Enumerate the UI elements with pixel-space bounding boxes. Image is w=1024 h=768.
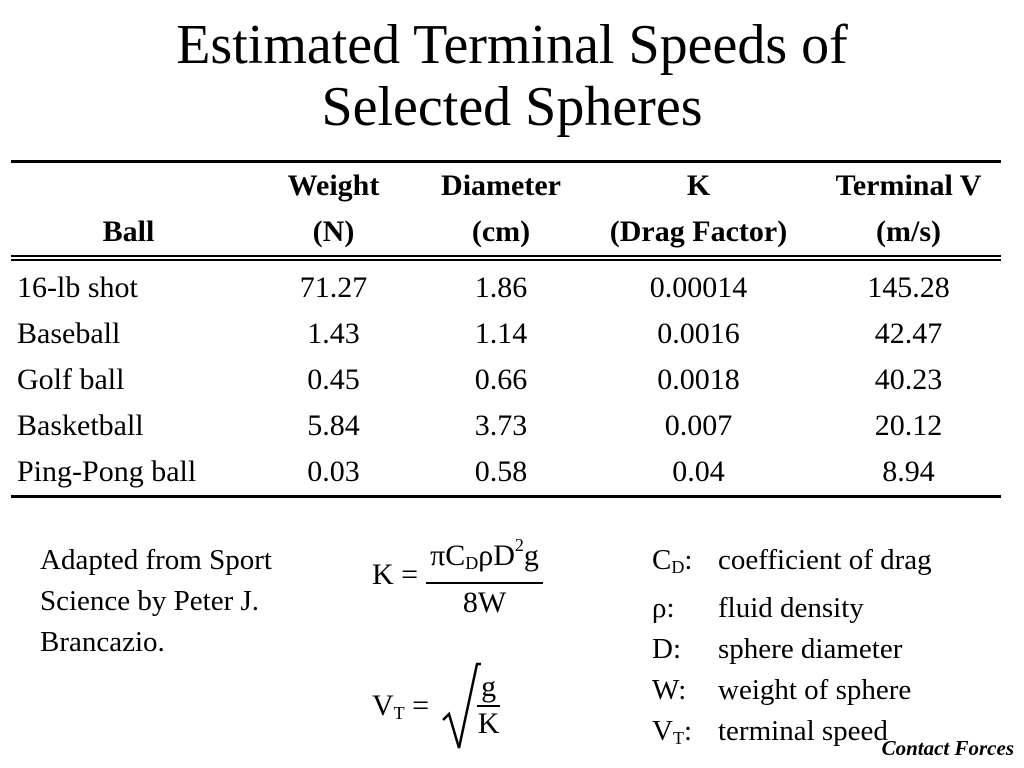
table-row: Basketball 5.84 3.73 0.007 20.12: [11, 403, 1001, 449]
header-diameter: Diameter (cm): [421, 160, 581, 261]
cell-ball: Golf ball: [17, 363, 125, 396]
cell-k: 0.007: [664, 409, 733, 442]
symbol-legend: CD: coefficient of drag ρ: fluid density…: [652, 540, 1012, 759]
cell-ball: Basketball: [17, 409, 144, 442]
vt-formula-fraction: g K: [477, 671, 501, 741]
vt-formula-numerator: g: [477, 671, 501, 707]
page-title: Estimated Terminal Speeds of Selected Sp…: [0, 14, 1024, 138]
table-header-row: Ball Weight (N) Diameter (cm) K (Drag Fa…: [11, 160, 1001, 261]
source-credit: Adapted from Sport Science by Peter J. B…: [40, 540, 340, 663]
cell-ball: Baseball: [17, 317, 121, 350]
cell-k: 0.0018: [657, 363, 740, 396]
cell-diameter: 3.73: [474, 409, 528, 442]
cell-k: 0.0016: [657, 317, 740, 350]
legend-item: CD: coefficient of drag: [652, 540, 1012, 588]
cell-diameter: 0.66: [474, 363, 528, 396]
table-row: Baseball 1.43 1.14 0.0016 42.47: [11, 311, 1001, 357]
terminal-speed-formula: VT = g K: [372, 660, 501, 752]
header-drag-factor: K (Drag Factor): [581, 160, 816, 261]
cell-ball: Ping-Pong ball: [11, 449, 246, 498]
cell-diameter: 0.58: [421, 449, 581, 498]
k-formula-fraction: πCDρD2g 8W: [426, 528, 543, 622]
credit-line: Brancazio.: [40, 626, 165, 658]
legend-description: weight of sphere: [718, 674, 912, 706]
table-row: Golf ball 0.45 0.66 0.0018 40.23: [11, 357, 1001, 403]
section-footer: Contact Forces: [881, 736, 1014, 760]
cell-vt: 20.12: [874, 409, 943, 442]
header-weight: Weight (N): [246, 160, 421, 261]
cell-weight: 1.43: [307, 317, 360, 350]
header-terminal-v: Terminal V (m/s): [816, 160, 1001, 261]
vt-formula-lhs: VT =: [372, 688, 430, 723]
radical-sign-icon: [442, 662, 482, 749]
title-line-1: Estimated Terminal Speeds of: [176, 14, 848, 76]
cell-weight: 0.03: [246, 449, 421, 498]
credit-line: Adapted from Sport: [40, 544, 272, 576]
credit-line: Science by Peter J.: [40, 585, 260, 617]
legend-description: coefficient of drag: [718, 544, 932, 576]
cell-weight: 5.84: [307, 409, 360, 442]
legend-description: sphere diameter: [718, 633, 903, 665]
header-ball: Ball: [11, 160, 246, 261]
vt-formula-denominator: K: [477, 707, 500, 740]
table-row: 16-lb shot 71.27 1.86 0.00014 145.28: [11, 258, 1001, 311]
cell-weight: 71.27: [299, 271, 368, 304]
legend-description: fluid density: [718, 592, 864, 624]
legend-item: W: weight of sphere: [652, 670, 1012, 711]
cell-vt: 145.28: [867, 271, 950, 304]
cell-k: 0.04: [581, 449, 816, 498]
cell-vt: 8.94: [816, 449, 1001, 498]
legend-item: ρ: fluid density: [652, 588, 1012, 629]
cell-diameter: 1.14: [474, 317, 528, 350]
table-row: Ping-Pong ball 0.03 0.58 0.04 8.94: [11, 449, 1001, 498]
cell-weight: 0.45: [307, 363, 360, 396]
cell-vt: 42.47: [874, 317, 943, 350]
legend-description: terminal speed: [718, 715, 888, 747]
k-formula-numerator: πCDρD2g: [426, 528, 543, 584]
k-formula-denominator: 8W: [462, 586, 507, 619]
square-root: g K: [441, 660, 501, 752]
title-line-2: Selected Spheres: [321, 76, 703, 138]
legend-item: VT: terminal speed: [652, 711, 1012, 759]
cell-vt: 40.23: [874, 363, 943, 396]
drag-factor-formula: K = πCDρD2g 8W: [372, 528, 543, 622]
cell-k: 0.00014: [649, 271, 748, 304]
k-formula-lhs: K =: [372, 558, 419, 591]
cell-diameter: 1.86: [474, 271, 528, 304]
cell-ball: 16-lb shot: [17, 271, 138, 304]
legend-item: D: sphere diameter: [652, 629, 1012, 670]
terminal-speed-table: Ball Weight (N) Diameter (cm) K (Drag Fa…: [11, 160, 1001, 498]
